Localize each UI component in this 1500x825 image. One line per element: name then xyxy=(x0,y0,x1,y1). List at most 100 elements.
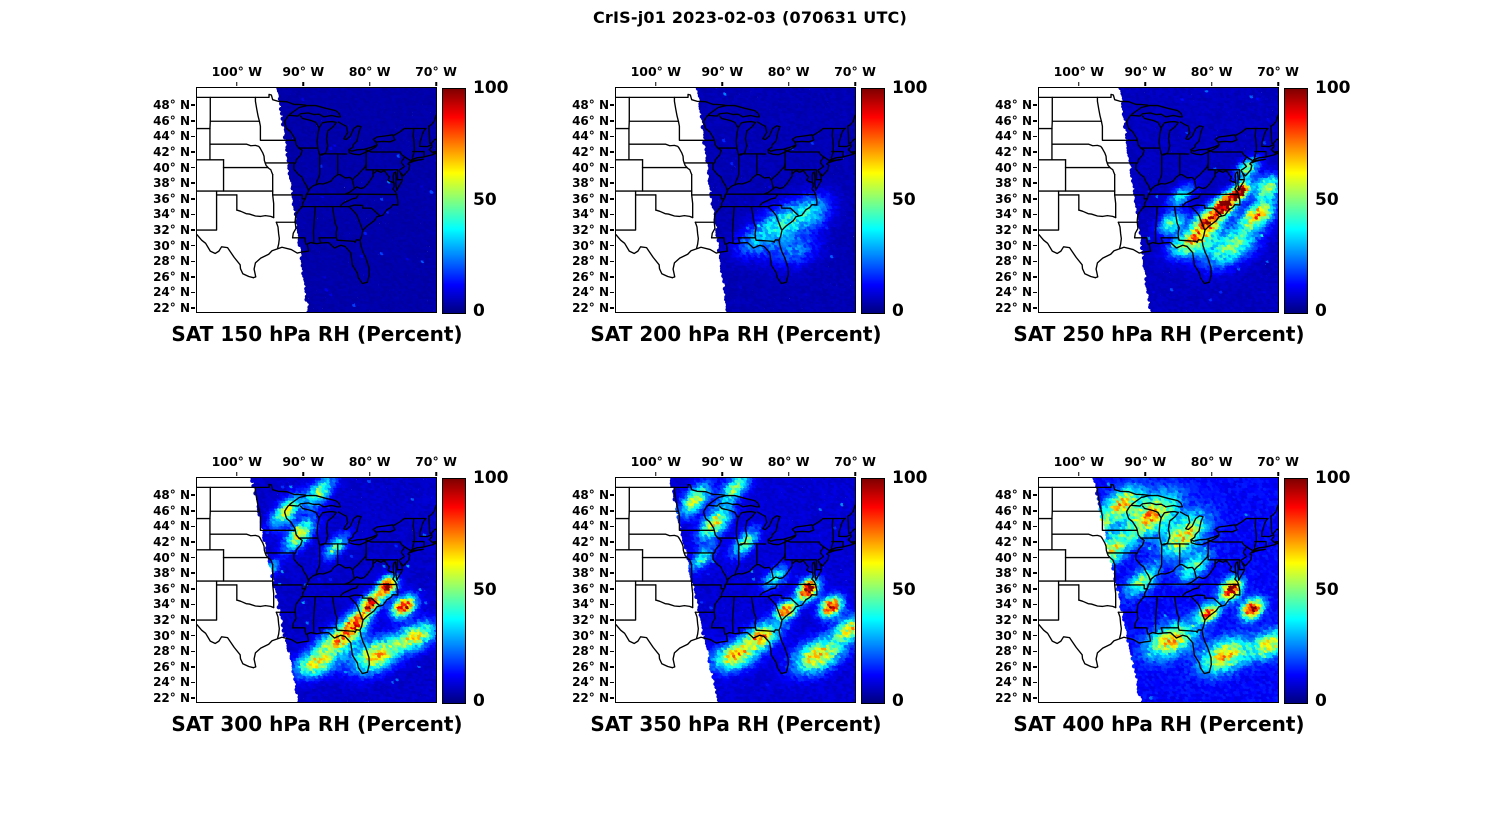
lat-tick-label: 34° N xyxy=(572,597,609,612)
lat-tick-label: 44° N xyxy=(153,519,190,534)
map-box-350hpa xyxy=(614,476,856,703)
lat-tick-mark xyxy=(1033,291,1037,294)
lat-tick-mark xyxy=(191,588,195,590)
lat-tick-mark xyxy=(610,135,614,138)
panel-400hpa: 100 50 0 SAT 400 hPa RH (Percent) 100° W… xyxy=(979,450,1361,752)
lat-tick-mark xyxy=(610,634,614,637)
lat-tick-label: 24° N xyxy=(995,285,1032,300)
lat-tick-label: 28° N xyxy=(572,644,609,659)
lat-tick-label: 22° N xyxy=(995,691,1032,706)
rh-swath-map-350hpa xyxy=(615,477,855,702)
lat-tick-mark xyxy=(610,603,614,606)
colorbar-tick-max: 100 xyxy=(1315,78,1351,98)
lat-tick-label: 42° N xyxy=(153,145,190,159)
lat-tick-mark xyxy=(610,291,614,294)
lat-tick-label: 24° N xyxy=(572,285,609,300)
lat-tick-mark xyxy=(1033,260,1037,263)
lat-tick-label: 36° N xyxy=(572,581,609,596)
colorbar-tick-min: 0 xyxy=(1315,691,1327,711)
lat-tick-mark xyxy=(610,556,614,559)
lat-tick-label: 24° N xyxy=(153,285,190,300)
figure-title: CrIS-j01 2023-02-03 (070631 UTC) xyxy=(592,8,908,27)
lat-tick-label: 32° N xyxy=(153,223,190,238)
lon-tick-label: 70° W xyxy=(1257,454,1299,469)
panel-250hpa: 100 50 0 SAT 250 hPa RH (Percent) 100° W… xyxy=(979,60,1361,362)
lon-tick-mark xyxy=(1078,472,1080,476)
panel-title-150hpa: SAT 150 hPa RH (Percent) xyxy=(171,322,463,346)
lon-tick-label: 90° W xyxy=(1124,64,1167,79)
lat-tick-mark xyxy=(610,260,614,263)
lat-tick-label: 48° N xyxy=(572,488,609,503)
lat-tick-label: 30° N xyxy=(153,628,190,643)
map-box-250hpa xyxy=(1037,86,1279,313)
lat-tick-mark xyxy=(610,213,614,216)
lat-tick-label: 22° N xyxy=(153,691,190,706)
lat-tick-mark xyxy=(1033,572,1037,574)
panel-350hpa: 100 50 0 SAT 350 hPa RH (Percent) 100° W… xyxy=(556,450,938,752)
colorbar-tick-max: 100 xyxy=(892,468,928,488)
lat-tick-mark xyxy=(1033,697,1037,699)
colorbar-tick-min: 0 xyxy=(892,301,904,321)
lat-tick-label: 44° N xyxy=(995,519,1032,534)
lat-tick-mark xyxy=(610,104,614,106)
lat-tick-mark xyxy=(1033,104,1037,106)
lon-tick-label: 90° W xyxy=(1124,454,1167,469)
lat-tick-mark xyxy=(1033,634,1037,637)
lat-tick-label: 28° N xyxy=(153,254,190,269)
rh-swath-map-200hpa xyxy=(615,87,855,312)
lat-tick-mark xyxy=(1033,556,1037,559)
lat-tick-label: 40° N xyxy=(153,160,190,175)
lat-tick-label: 44° N xyxy=(572,129,609,144)
lat-tick-label: 22° N xyxy=(995,301,1032,316)
lon-tick-mark xyxy=(1078,82,1080,86)
panel-300hpa: 100 50 0 SAT 300 hPa RH (Percent) 100° W… xyxy=(137,450,519,752)
lat-tick-mark xyxy=(610,276,614,278)
lon-tick-mark xyxy=(1144,82,1146,86)
colorbar-tick-min: 0 xyxy=(473,301,485,321)
lat-tick-mark xyxy=(610,619,614,621)
lat-tick-label: 24° N xyxy=(153,675,190,690)
lat-tick-label: 28° N xyxy=(153,644,190,659)
lon-tick-mark xyxy=(236,82,238,86)
lat-tick-mark xyxy=(610,166,614,169)
lat-tick-label: 46° N xyxy=(995,113,1032,128)
colorbar-tick-mid: 50 xyxy=(473,190,497,210)
lat-tick-label: 32° N xyxy=(153,613,190,628)
lat-tick-mark xyxy=(610,650,614,653)
lat-tick-label: 24° N xyxy=(572,675,609,690)
lat-tick-mark xyxy=(191,135,195,138)
lat-tick-label: 32° N xyxy=(572,223,609,238)
lat-tick-mark xyxy=(1033,166,1037,169)
lon-tick-mark xyxy=(721,472,723,476)
map-box-300hpa xyxy=(195,476,437,703)
lat-tick-label: 38° N xyxy=(995,176,1032,191)
lat-tick-mark xyxy=(191,291,195,294)
lat-tick-label: 44° N xyxy=(995,129,1032,144)
lat-tick-label: 34° N xyxy=(995,597,1032,612)
lon-tick-mark xyxy=(787,82,790,86)
lat-tick-label: 26° N xyxy=(153,269,190,284)
lat-tick-label: 40° N xyxy=(572,550,609,565)
lon-tick-label: 80° W xyxy=(1190,454,1233,469)
lat-tick-label: 30° N xyxy=(995,238,1032,253)
lon-tick-label: 80° W xyxy=(767,64,810,79)
lat-tick-mark xyxy=(1033,213,1037,216)
lat-tick-mark xyxy=(1033,120,1037,122)
panel-title-350hpa: SAT 350 hPa RH (Percent) xyxy=(590,712,882,736)
lon-tick-mark xyxy=(787,472,790,476)
colorbar-tick-max: 100 xyxy=(473,78,509,98)
lon-tick-label: 80° W xyxy=(1190,64,1233,79)
lat-tick-mark xyxy=(610,494,614,496)
lat-tick-mark xyxy=(191,244,195,247)
lat-tick-label: 46° N xyxy=(153,503,190,518)
panel-title-200hpa: SAT 200 hPa RH (Percent) xyxy=(590,322,882,346)
lat-tick-mark xyxy=(191,634,195,637)
map-box-150hpa xyxy=(195,86,437,313)
lat-tick-label: 42° N xyxy=(153,535,190,549)
lat-tick-mark xyxy=(191,198,195,200)
lon-tick-mark xyxy=(721,82,723,86)
lon-tick-label: 100° W xyxy=(1053,454,1105,469)
colorbar-tick-min: 0 xyxy=(1315,301,1327,321)
lon-tick-label: 100° W xyxy=(211,454,263,469)
lat-tick-label: 44° N xyxy=(572,519,609,534)
